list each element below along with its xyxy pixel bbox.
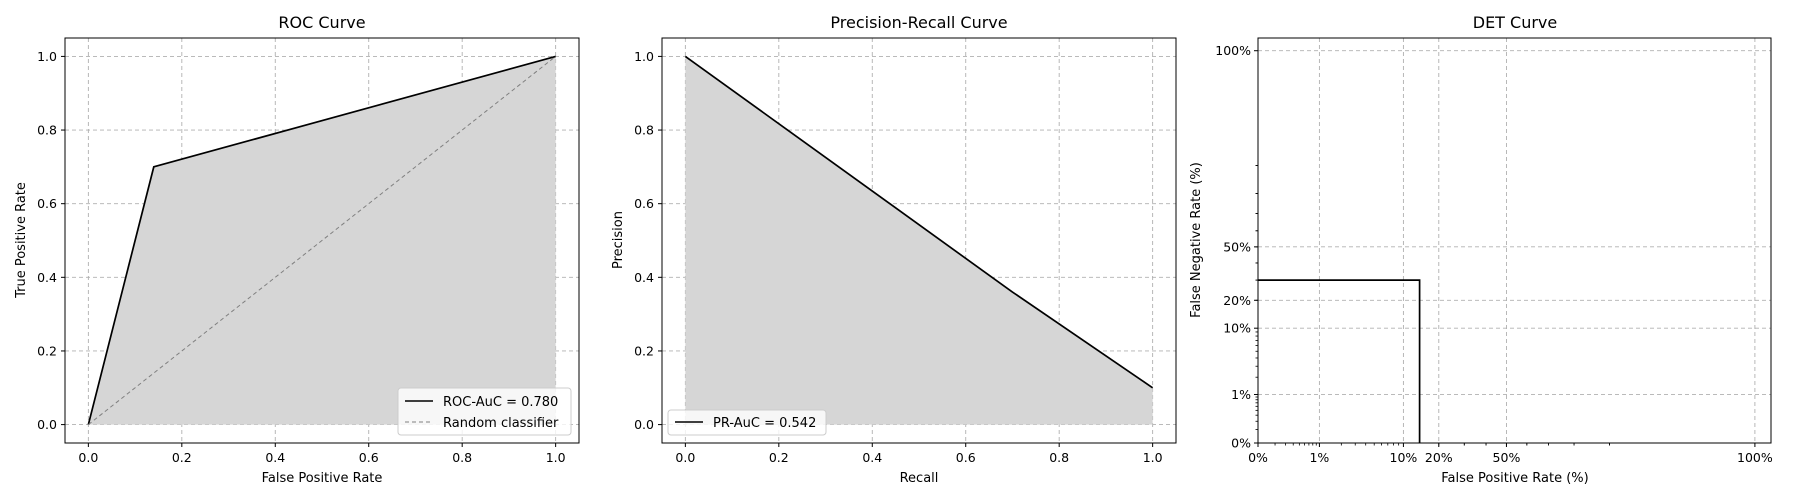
det-y-tick-label: 20% xyxy=(1223,293,1251,308)
det-x-tick-label: 100% xyxy=(1737,450,1773,465)
roc-chart: 0.0 0.2 0.4 0.6 0.8 1.0 0.0 0.2 0.4 0.6 0.8 1.0 ROC… xyxy=(14,13,580,486)
pr-y-tick-label: 0.2 xyxy=(634,343,654,358)
pr-plot-area: 0.0 0.2 0.4 0.6 0.8 1.0 0.0 0.2 0.4 0.6 0.8 1.0 xyxy=(634,37,1177,465)
det-y-axis-label: False Negative Rate (%) xyxy=(1189,162,1204,318)
roc-series-line-main xyxy=(87,55,556,425)
pr-x-axis-label: Recall xyxy=(900,471,939,486)
roc-legend-frame xyxy=(397,387,572,436)
pr-x-tick-label: 1.0 xyxy=(1143,450,1163,465)
det-plot-area: 0% 1% 10% 20% 50% 100% 0% 1% 10% 20% 50% 100% xyxy=(1215,37,1773,465)
pr-y-axis-label: Precision xyxy=(611,211,626,269)
pr-x-tick-label: 0.4 xyxy=(862,450,882,465)
pr-legend-label: PR-AuC = 0.542 xyxy=(713,416,816,431)
pr-x-tick-label: 0.0 xyxy=(675,450,695,465)
det-x-axis-label: False Positive Rate (%) xyxy=(1441,471,1588,486)
det-x-tick-label: 10% xyxy=(1390,450,1418,465)
roc-x-tick-label: 0.2 xyxy=(172,450,192,465)
det-axes-frame xyxy=(1257,37,1772,444)
pr-area-fill xyxy=(685,56,1153,425)
roc-series-line-reference xyxy=(88,56,556,425)
roc-y-tick-label: 1.0 xyxy=(37,49,57,64)
roc-y-tick-label: 0.8 xyxy=(37,123,57,138)
pr-y-tick-label: 0.4 xyxy=(634,270,654,285)
pr-legend: PR-AuC = 0.542 xyxy=(667,409,827,436)
roc-legend-label-roc: ROC-AuC = 0.780 xyxy=(443,395,558,410)
roc-plot-area: 0.0 0.2 0.4 0.6 0.8 1.0 0.0 0.2 0.4 0.6 0.8 1.0 xyxy=(37,37,580,465)
det-x-tick-label: 50% xyxy=(1493,450,1521,465)
det-y-tick-label: 50% xyxy=(1223,239,1251,254)
roc-y-tick-label: 0.2 xyxy=(37,343,57,358)
pr-y-tick-label: 1.0 xyxy=(634,49,654,64)
det-x-tick-label: 20% xyxy=(1425,450,1453,465)
roc-legend-label-random: Random classifier xyxy=(443,416,559,431)
roc-x-tick-label: 1.0 xyxy=(546,450,566,465)
pr-legend-frame xyxy=(667,409,827,436)
det-y-tick-label: 1% xyxy=(1231,387,1251,402)
roc-title: ROC Curve xyxy=(278,13,365,32)
roc-y-tick-label: 0.4 xyxy=(37,270,57,285)
pr-title: Precision-Recall Curve xyxy=(830,13,1007,32)
roc-x-tick-label: 0.4 xyxy=(265,450,285,465)
pr-y-tick-label: 0.6 xyxy=(634,196,654,211)
det-x-tick-label: 1% xyxy=(1309,450,1329,465)
det-y-tick-label: 0% xyxy=(1231,436,1251,451)
det-x-tick-label: 0% xyxy=(1248,450,1268,465)
det-series-line xyxy=(1258,279,1421,443)
pr-y-tick-label: 0.8 xyxy=(634,123,654,138)
det-y-tick-label: 100% xyxy=(1215,43,1251,58)
pr-series-line-main xyxy=(684,55,1154,389)
pr-y-tick-label: 0.0 xyxy=(634,417,654,432)
roc-x-tick-label: 0.8 xyxy=(452,450,472,465)
roc-x-axis-label: False Positive Rate xyxy=(262,471,383,486)
roc-y-axis-label: True Positive Rate xyxy=(14,182,29,299)
roc-axes-frame xyxy=(64,37,580,444)
roc-legend: ROC-AuC = 0.780 Random classifier xyxy=(397,387,572,436)
pr-x-tick-label: 0.2 xyxy=(769,450,789,465)
pr-x-tick-label: 0.8 xyxy=(1049,450,1069,465)
roc-y-tick-label: 0.6 xyxy=(37,196,57,211)
pr-axes-frame xyxy=(661,37,1177,444)
roc-y-tick-label: 0.0 xyxy=(37,417,57,432)
roc-x-tick-label: 0.0 xyxy=(78,450,98,465)
pr-x-tick-label: 0.6 xyxy=(956,450,976,465)
pr-chart: 0.0 0.2 0.4 0.6 0.8 1.0 0.0 0.2 0.4 0.6 0.8 1.0 Pre… xyxy=(611,13,1177,486)
det-title: DET Curve xyxy=(1473,13,1558,32)
roc-x-tick-label: 0.6 xyxy=(359,450,379,465)
det-chart: 0% 1% 10% 20% 50% 100% 0% 1% 10% 20% 50% 100% DET C… xyxy=(1189,13,1773,486)
det-y-tick-label: 10% xyxy=(1223,321,1251,336)
